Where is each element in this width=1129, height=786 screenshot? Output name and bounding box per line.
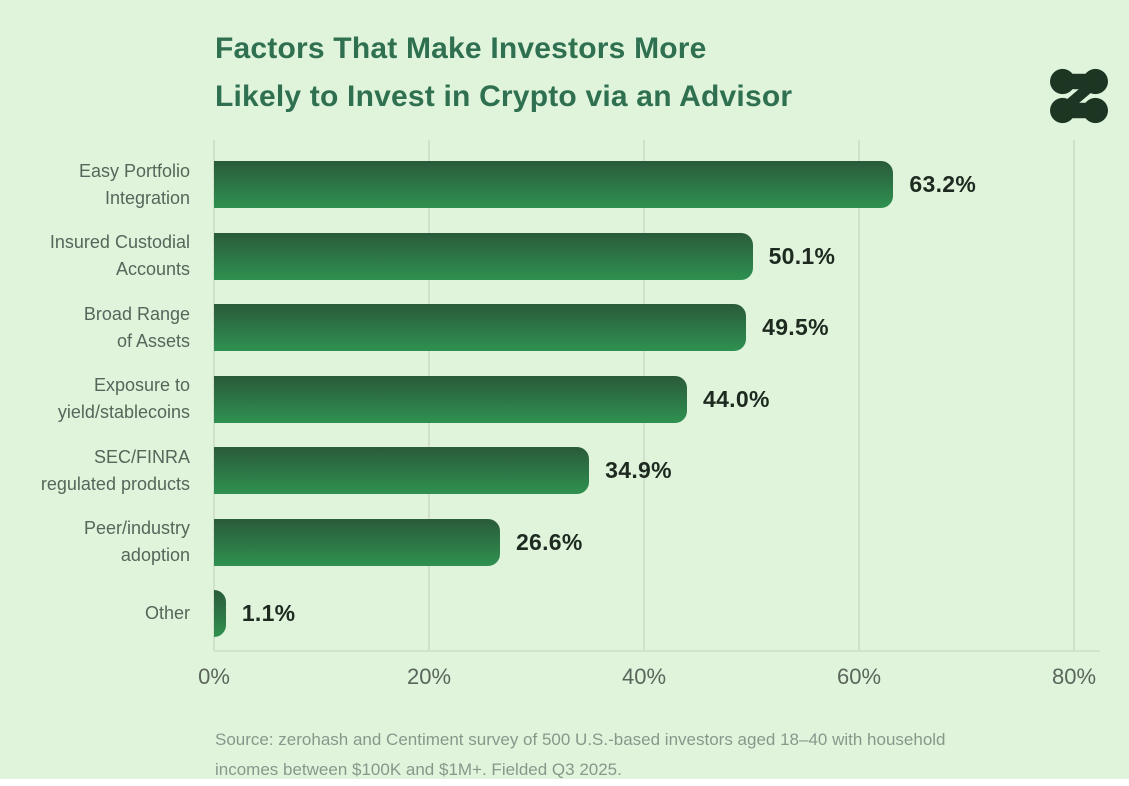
x-axis: 0% 20% 40% 60% 80%: [198, 664, 1096, 696]
bar-value-label: 44.0%: [703, 385, 770, 412]
bar-row: 63.2%: [214, 161, 1074, 208]
bar-row: 49.5%: [214, 304, 1074, 351]
x-tick-label: 20%: [406, 664, 452, 689]
category-label: Exposure to yield/stablecoins: [57, 375, 190, 422]
category-label: SEC/FINRA regulated products: [40, 446, 190, 494]
category-label: Insured Custodial Accounts: [49, 232, 190, 279]
category-labels: Easy Portfolio Integration Insured Custod…: [0, 140, 190, 652]
bar-row: 44.0%: [214, 375, 1074, 423]
x-tick-label: 60%: [836, 664, 882, 689]
category-label: Peer/industry adoption: [83, 518, 190, 565]
bar-row: 1.1%: [214, 590, 1074, 637]
bar-value-label: 1.1%: [241, 600, 296, 626]
chart-title-line2: Likely to Invest in Crypto via an Adviso…: [215, 80, 793, 113]
bar: [214, 232, 753, 280]
source-note: Source: zerohash and Centiment survey of…: [215, 725, 1095, 785]
category-label: Other: [144, 603, 190, 623]
chart-title: Factors That Make Investors More Likely …: [215, 25, 792, 121]
gridline: [1073, 140, 1075, 651]
source-note-line1: Source: zerohash and Centiment survey of…: [215, 730, 946, 749]
bottom-white-strip: [0, 779, 1129, 786]
x-tick-label: 80%: [1051, 664, 1097, 689]
x-axis-line: [214, 650, 1100, 652]
bar: [214, 161, 894, 208]
plot-area: 63.2% 50.1% 49.5% 44.0% 34.9% 26.6% 1.1%: [213, 140, 1100, 652]
gridline: [858, 140, 860, 651]
category-label: Broad Range of Assets: [83, 303, 190, 351]
bar: [214, 590, 226, 637]
bar: [214, 375, 687, 423]
bar-value-label: 49.5%: [762, 314, 829, 340]
bar-value-label: 50.1%: [768, 242, 836, 269]
bar: [214, 447, 590, 494]
bar-chart: Easy Portfolio Integration Insured Custod…: [0, 140, 1129, 700]
bar-value-label: 34.9%: [605, 457, 672, 483]
x-tick-label: 40%: [621, 664, 667, 689]
bar: [214, 518, 500, 566]
zerohash-logo-icon: [1050, 68, 1108, 124]
bar-value-label: 26.6%: [515, 528, 583, 555]
source-note-line2: incomes between $100K and $1M+. Fielded …: [215, 760, 622, 779]
category-label: Easy Portfolio Integration: [78, 160, 190, 208]
bar-row: 50.1%: [214, 232, 1074, 280]
bar-value-label: 63.2%: [909, 171, 977, 197]
x-tick-label: 0%: [198, 664, 230, 689]
bar-row: 34.9%: [214, 447, 1074, 494]
bar-row: 26.6%: [214, 518, 1074, 566]
bar: [214, 304, 747, 351]
chart-title-line1: Factors That Make Investors More: [215, 32, 707, 65]
